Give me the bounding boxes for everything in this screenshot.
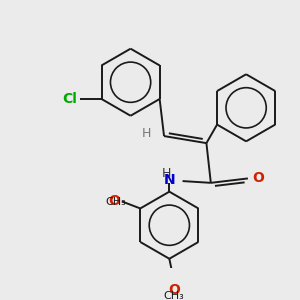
Text: N: N	[164, 173, 176, 187]
Text: O: O	[252, 171, 264, 185]
Text: O: O	[168, 283, 180, 297]
Text: H: H	[162, 167, 171, 180]
Text: O: O	[108, 194, 120, 208]
Text: H: H	[142, 127, 151, 140]
Text: Cl: Cl	[62, 92, 77, 106]
Text: CH₃: CH₃	[106, 197, 127, 207]
Text: CH₃: CH₃	[164, 291, 184, 300]
